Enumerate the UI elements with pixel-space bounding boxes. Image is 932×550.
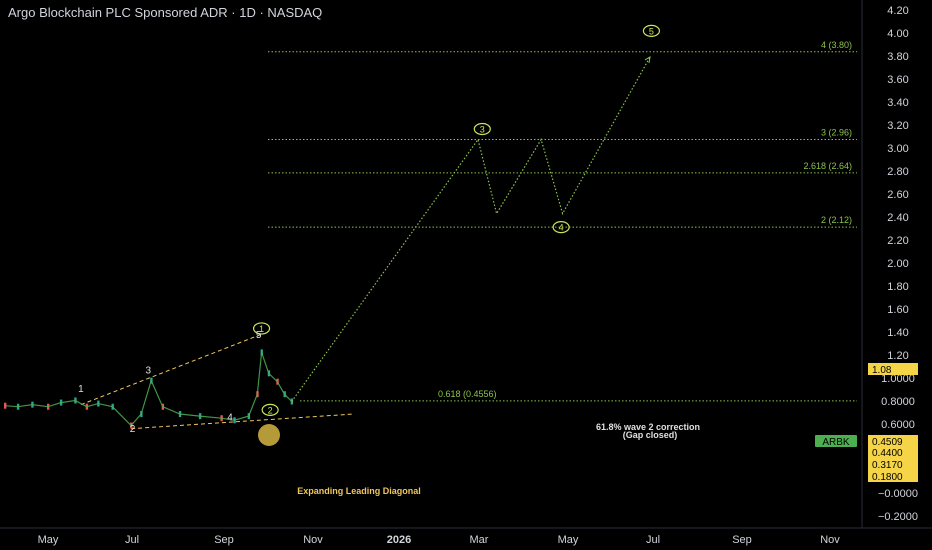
y-tick-label: 1.80	[887, 281, 908, 293]
diagonal-line	[131, 413, 354, 430]
annotations: 61.8% wave 2 correction(Gap closed) Expan…	[297, 422, 700, 496]
fib-label: 3 (2.96)	[821, 127, 852, 137]
wave-label: 1	[78, 384, 84, 395]
x-tick-label: Sep	[732, 534, 752, 546]
y-tick-label: 2.40	[887, 212, 908, 224]
y-tick-label: −0.2000	[878, 511, 918, 523]
price-label-box	[868, 470, 918, 482]
x-tick-label: Nov	[303, 534, 323, 546]
price-label-box	[868, 363, 918, 375]
price-label-box	[868, 435, 918, 447]
y-tick-label: 3.40	[887, 97, 908, 109]
wave-circle	[261, 403, 279, 416]
x-tick-label: Jul	[125, 534, 139, 546]
y-tick-label: 3.80	[887, 51, 908, 63]
y-axis: 4.20 4.00 3.80 3.60 3.40 3.20 3.00 2.80 2.60 2.40…	[815, 0, 918, 528]
fib-label: 4 (3.80)	[821, 40, 852, 50]
price-label-text: 0.1800	[872, 472, 903, 483]
x-tick-label: May	[558, 534, 579, 546]
fib-label: 2.618 (2.64)	[803, 161, 852, 171]
y-tick-label: 1.60	[887, 304, 908, 316]
y-tick-label: 0.8000	[881, 396, 915, 408]
price-label-text: 0.4400	[872, 448, 903, 459]
x-tick-label: Nov	[820, 534, 840, 546]
diagonal-line	[80, 333, 264, 406]
price-label-text: 1.08	[872, 365, 892, 376]
x-tick-label: Mar	[470, 534, 489, 546]
y-tick-label: −0.0000	[878, 488, 918, 500]
wave-circle-label: 2	[268, 405, 273, 415]
price-label-box	[868, 458, 918, 470]
fib-label: 2 (2.12)	[821, 215, 852, 225]
y-tick-label: 2.60	[887, 189, 908, 201]
fib-levels: 4 (3.80) 3 (2.96) 2.618 (2.64) 2 (2.12) 0.61…	[268, 40, 857, 402]
y-tick-label: 2.00	[887, 258, 908, 270]
wave-label: 4	[227, 412, 233, 423]
projection-line	[291, 56, 651, 402]
y-tick-label: 3.20	[887, 120, 908, 132]
y-tick-label: 4.20	[887, 5, 908, 17]
x-tick-label: Jul	[646, 534, 660, 546]
annotation-correction: 61.8% wave 2 correction	[596, 422, 700, 432]
y-tick-label: 0.6000	[881, 419, 915, 431]
gap-marker	[258, 424, 280, 446]
y-tick-label: 1.0000	[881, 373, 915, 385]
annotation-diagonal: Expanding Leading Diagonal	[297, 486, 421, 496]
wave-label: 3	[146, 365, 152, 376]
wave-circle	[552, 221, 570, 234]
wave-circle-label: 5	[649, 26, 654, 36]
wave-circle	[473, 122, 491, 136]
price-label-text: 0.4509	[872, 437, 903, 448]
x-axis: May Jul Sep Nov 2026 Mar May Jul Sep Nov	[0, 527, 932, 546]
x-tick-label: 2026	[387, 534, 411, 546]
y-tick-label: 4.00	[887, 28, 908, 40]
price-label-box	[868, 446, 918, 458]
wave-circle-label: 1	[259, 324, 264, 334]
price-label-text: 0.3170	[872, 460, 903, 471]
y-tick-label: 3.00	[887, 143, 908, 155]
projection-path	[291, 55, 651, 402]
price-tag-text: ARBK	[822, 437, 850, 448]
y-tick-label: 3.60	[887, 74, 908, 86]
annotation-gap: (Gap closed)	[623, 430, 678, 440]
y-tick-label: 2.80	[887, 166, 908, 178]
fib-label: 0.618 (0.4556)	[438, 389, 497, 399]
y-tick-label: 1.40	[887, 327, 908, 339]
wave-circle	[642, 24, 661, 37]
price-line	[4, 352, 293, 427]
wave-circle-label: 4	[559, 223, 564, 233]
wave-label: 5	[256, 330, 262, 341]
wave-label: 2	[130, 424, 136, 435]
x-tick-label: Sep	[214, 534, 234, 546]
chart-title: Argo Blockchain PLC Sponsored ADR · 1D ·…	[8, 5, 323, 20]
wave-circle-label: 3	[480, 125, 485, 135]
y-tick-label: 2.20	[887, 235, 908, 247]
wave-circle	[252, 322, 271, 335]
diagonal-lines	[80, 333, 354, 430]
x-tick-label: May	[38, 534, 59, 546]
projection-arrowhead	[644, 55, 651, 64]
y-tick-label: 1.20	[887, 350, 908, 362]
price-tag-box	[815, 435, 857, 447]
price-series	[4, 349, 294, 446]
